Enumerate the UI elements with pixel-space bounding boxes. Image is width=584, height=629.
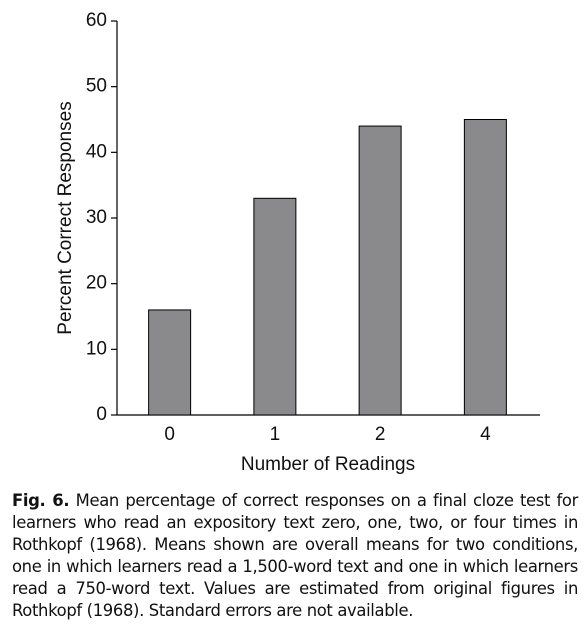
y-tick-label: 30 xyxy=(86,207,107,228)
chart: Number of Readings Percent Correct Respo… xyxy=(55,10,540,475)
bar xyxy=(148,309,192,416)
y-tick-label: 20 xyxy=(86,273,107,294)
caption-text: Mean percentage of correct responses on … xyxy=(12,491,578,620)
caption-label: Fig. 6. xyxy=(12,491,70,510)
x-tick-label: 4 xyxy=(480,424,491,445)
bar xyxy=(463,119,507,416)
y-tick-label: 10 xyxy=(86,338,107,359)
caption: Fig. 6. Mean percentage of correct respo… xyxy=(12,490,578,622)
y-axis-label: Percent Correct Responses xyxy=(55,101,76,334)
bar xyxy=(253,197,297,416)
y-tick-label: 0 xyxy=(96,404,107,425)
x-tick-label: 2 xyxy=(375,424,386,445)
y-tick-label: 40 xyxy=(86,141,107,162)
y-tick-label: 50 xyxy=(86,76,107,97)
y-tick-label: 60 xyxy=(86,10,107,31)
x-tick-label: 1 xyxy=(270,424,281,445)
bar xyxy=(358,125,402,416)
x-axis-label: Number of Readings xyxy=(241,454,415,475)
x-tick-label: 0 xyxy=(164,424,175,445)
